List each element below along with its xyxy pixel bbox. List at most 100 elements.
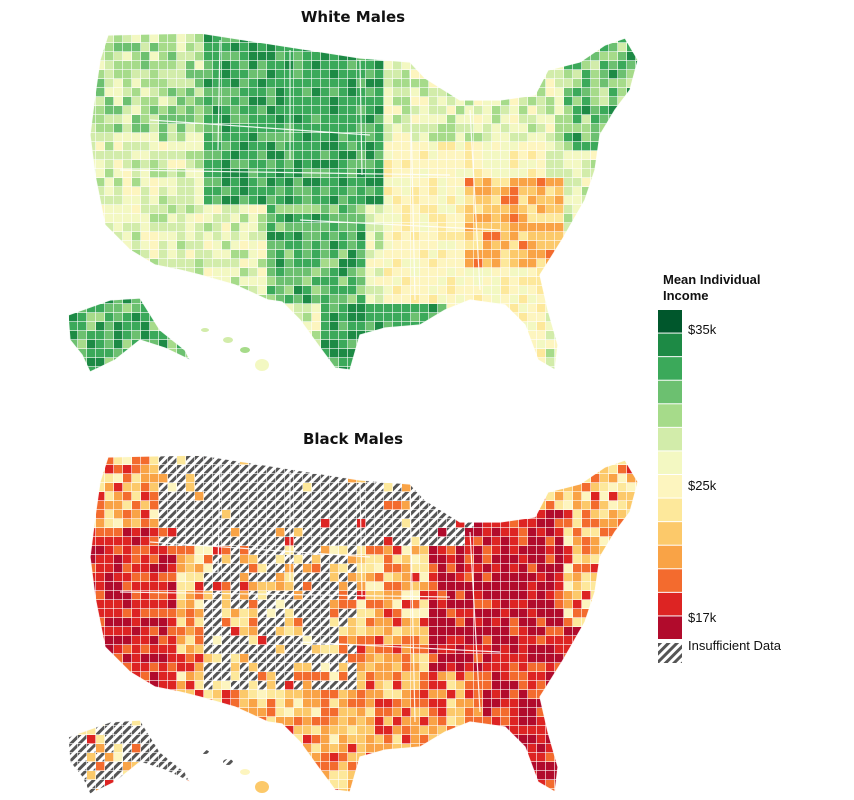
- county-cell: [150, 456, 159, 465]
- county-cell: [474, 358, 483, 367]
- county-cell: [231, 681, 240, 690]
- county-cell: [393, 169, 402, 178]
- county-cell: [582, 358, 591, 367]
- county-cell: [537, 97, 546, 106]
- county-cell: [465, 79, 474, 88]
- county-cell: [429, 699, 438, 708]
- county-cell: [555, 501, 564, 510]
- county-cell: [204, 537, 213, 546]
- county-cell: [249, 492, 258, 501]
- county-cell: [177, 187, 186, 196]
- county-cell: [510, 762, 519, 771]
- county-cell: [402, 645, 411, 654]
- county-cell: [68, 142, 69, 151]
- county-cell: [600, 528, 609, 537]
- county-cell: [213, 169, 222, 178]
- county-cell: [564, 286, 573, 295]
- county-cell: [510, 97, 519, 106]
- county-cell: [321, 295, 330, 304]
- county-cell: [132, 591, 141, 600]
- county-cell: [546, 160, 555, 169]
- county-cell: [501, 762, 510, 771]
- county-cell: [87, 286, 96, 295]
- county-cell: [429, 340, 438, 349]
- county-cell: [492, 61, 501, 70]
- county-cell: [96, 726, 105, 735]
- county-cell: [555, 492, 564, 501]
- county-cell: [618, 178, 627, 187]
- county-cell: [492, 322, 501, 331]
- county-cell: [150, 70, 159, 79]
- county-cell: [375, 106, 384, 115]
- county-cell: [195, 672, 204, 681]
- county-cell: [330, 142, 339, 151]
- county-cell: [68, 717, 69, 726]
- county-cell: [573, 232, 582, 241]
- county-cell: [78, 753, 87, 762]
- county-cell: [375, 358, 384, 367]
- county-cell: [312, 618, 321, 627]
- county-cell: [69, 187, 78, 196]
- county-cell: [69, 169, 78, 178]
- county-cell: [105, 367, 114, 372]
- county-cell: [204, 232, 213, 241]
- county-cell: [438, 241, 447, 250]
- county-cell: [492, 286, 501, 295]
- county-cell: [213, 124, 222, 133]
- county-cell: [465, 340, 474, 349]
- county-cell: [393, 501, 402, 510]
- county-cell: [492, 609, 501, 618]
- county-cell: [366, 241, 375, 250]
- county-cell: [366, 43, 375, 52]
- county-cell: [591, 232, 600, 241]
- county-cell: [438, 636, 447, 645]
- county-cell: [573, 61, 582, 70]
- county-cell: [96, 654, 105, 663]
- county-cell: [384, 61, 393, 70]
- county-cell: [528, 663, 537, 672]
- county-cell: [375, 223, 384, 232]
- county-cell: [294, 61, 303, 70]
- county-cell: [573, 70, 582, 79]
- county-cell: [321, 735, 330, 744]
- county-cell: [276, 600, 285, 609]
- county-cell: [393, 456, 402, 465]
- county-cell: [150, 286, 159, 295]
- county-cell: [159, 546, 168, 555]
- county-cell: [231, 627, 240, 636]
- county-cell: [285, 205, 294, 214]
- county-cell: [420, 367, 429, 372]
- county-cell: [114, 376, 122, 384]
- county-cell: [465, 618, 474, 627]
- county-cell: [186, 455, 195, 456]
- county-cell: [483, 663, 492, 672]
- county-cell: [348, 205, 357, 214]
- county-cell: [528, 537, 537, 546]
- county-cell: [429, 268, 438, 277]
- county-cell: [429, 672, 438, 681]
- county-cell: [402, 169, 411, 178]
- county-cell: [96, 582, 105, 591]
- county-cell: [492, 474, 501, 483]
- county-cell: [258, 582, 267, 591]
- county-cell: [618, 133, 627, 142]
- county-cell: [438, 690, 447, 699]
- county-cell: [177, 250, 186, 259]
- county-cell: [474, 609, 483, 618]
- county-cell: [159, 672, 168, 681]
- county-cell: [321, 268, 330, 277]
- county-cell: [330, 376, 338, 384]
- county-cell: [96, 187, 105, 196]
- county-cell: [447, 367, 456, 372]
- county-cell: [465, 744, 474, 753]
- county-cell: [348, 151, 357, 160]
- county-cell: [114, 322, 123, 331]
- county-cell: [141, 376, 149, 384]
- county-cell: [438, 331, 447, 340]
- county-cell: [510, 214, 519, 223]
- county-cell: [276, 241, 285, 250]
- county-cell: [465, 223, 474, 232]
- county-cell: [168, 340, 177, 349]
- county-cell: [465, 250, 474, 259]
- county-cell: [564, 205, 573, 214]
